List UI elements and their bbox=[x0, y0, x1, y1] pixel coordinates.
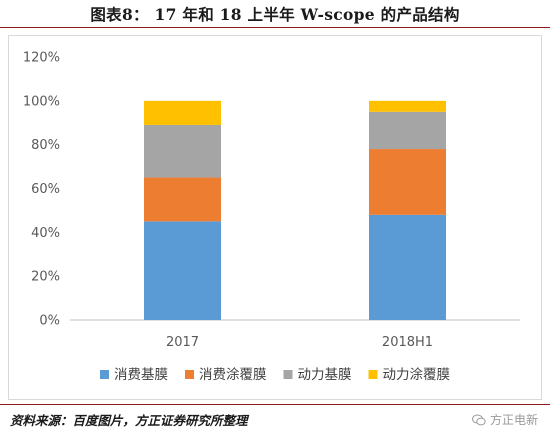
y-tick-label: 80% bbox=[31, 138, 60, 153]
bar-segment bbox=[369, 149, 446, 215]
bar-segment bbox=[144, 100, 221, 125]
bar-segment bbox=[144, 177, 221, 222]
bar-segment bbox=[369, 100, 446, 112]
legend-swatch bbox=[185, 370, 194, 379]
x-tick-label: 2017 bbox=[166, 335, 199, 350]
source-divider bbox=[0, 404, 550, 405]
watermark-text: 方正电新 bbox=[489, 413, 538, 427]
legend-swatch bbox=[100, 370, 109, 379]
legend-swatch bbox=[283, 370, 293, 379]
wechat-icon bbox=[471, 414, 486, 425]
bar-segment bbox=[144, 221, 221, 320]
chart-frame bbox=[8, 35, 542, 400]
y-tick-label: 20% bbox=[31, 270, 60, 285]
x-tick-label: 2018H1 bbox=[382, 335, 433, 350]
legend-label: 消费涂覆膜 bbox=[199, 367, 267, 383]
watermark: 方正电新 bbox=[471, 411, 538, 428]
source-note: 资料来源：百度图片，方正证券研究所整理 bbox=[10, 413, 248, 428]
legend-label: 消费基膜 bbox=[114, 366, 168, 383]
y-tick-label: 120% bbox=[23, 51, 60, 66]
y-tick-label: 0% bbox=[39, 314, 60, 329]
chart-title: 图表8： 17 年和 18 上半年 W-scope 的产品结构 bbox=[90, 5, 460, 24]
y-tick-label: 60% bbox=[31, 182, 60, 197]
y-tick-label: 40% bbox=[31, 226, 60, 241]
bar-segment bbox=[369, 111, 446, 150]
stacked-bar-chart: 0% 20% 40% 60% 80% 100% 120% 2017 2018H1 消费基膜 消费涂覆… bbox=[23, 51, 520, 383]
legend-label: 动力基膜 bbox=[298, 366, 352, 383]
bar-segment bbox=[144, 124, 221, 178]
bar-segment bbox=[369, 214, 446, 320]
y-tick-label: 100% bbox=[23, 94, 60, 109]
legend-swatch bbox=[368, 370, 378, 379]
title-divider bbox=[0, 27, 550, 28]
legend-label: 动力涂覆膜 bbox=[383, 367, 451, 383]
